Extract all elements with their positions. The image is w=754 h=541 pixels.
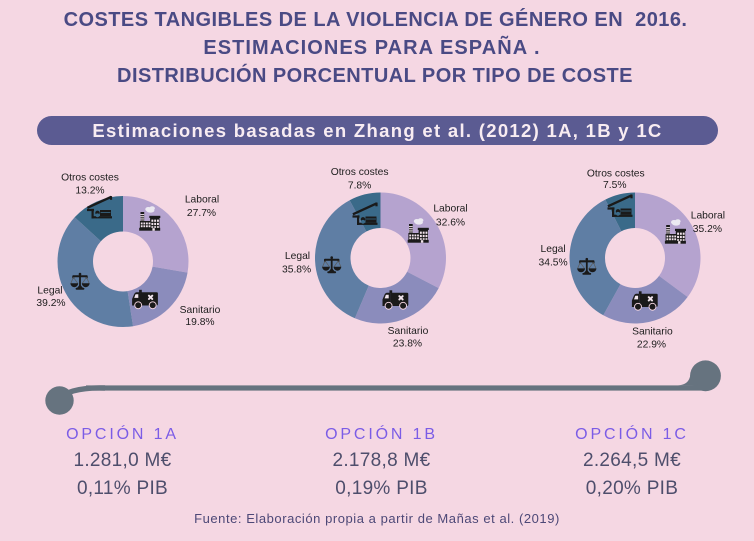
svg-text:27.7%: 27.7%	[187, 208, 216, 219]
svg-text:Legal: Legal	[285, 251, 310, 262]
svg-text:34.5%: 34.5%	[538, 258, 567, 269]
svg-text:32.6%: 32.6%	[436, 218, 465, 229]
svg-text:Laboral: Laboral	[691, 211, 725, 222]
svg-text:39.2%: 39.2%	[36, 298, 65, 309]
svg-text:Legal: Legal	[540, 244, 565, 255]
svg-text:Sanitario: Sanitario	[388, 326, 429, 337]
svg-text:22.9%: 22.9%	[637, 340, 666, 351]
svg-text:Otros costes: Otros costes	[61, 173, 119, 184]
svg-text:Sanitario: Sanitario	[180, 305, 221, 316]
svg-text:Sanitario: Sanitario	[632, 327, 673, 338]
svg-text:Legal: Legal	[37, 286, 62, 297]
svg-text:13.2%: 13.2%	[75, 186, 104, 197]
svg-text:35.2%: 35.2%	[693, 224, 722, 235]
svg-text:7.8%: 7.8%	[348, 181, 371, 192]
svg-text:Laboral: Laboral	[185, 195, 219, 206]
svg-text:Otros costes: Otros costes	[331, 167, 389, 178]
svg-text:19.8%: 19.8%	[185, 317, 214, 328]
svg-text:Otros costes: Otros costes	[587, 169, 645, 180]
svg-text:23.8%: 23.8%	[393, 339, 422, 350]
svg-text:7.5%: 7.5%	[603, 180, 626, 191]
svg-text:Laboral: Laboral	[433, 204, 467, 215]
svg-text:35.8%: 35.8%	[282, 264, 311, 275]
